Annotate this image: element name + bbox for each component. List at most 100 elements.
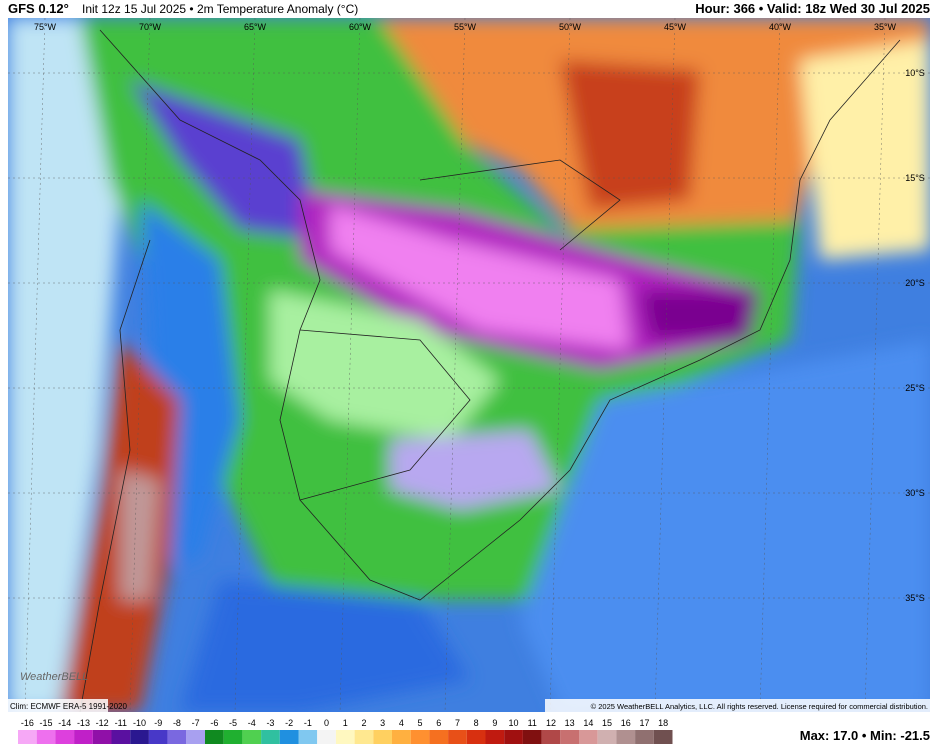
colorbar-label: 1: [343, 718, 348, 728]
colorbar-label: 9: [492, 718, 497, 728]
longitude-label: 40°W: [769, 22, 792, 32]
colorbar-swatch: [242, 730, 262, 744]
meridian: [549, 18, 571, 712]
anomaly-field: [8, 18, 930, 712]
valid-time: Hour: 366 • Valid: 18z Wed 30 Jul 2025: [695, 1, 930, 16]
longitude-labels: 75°W 70°W 65°W 60°W 55°W 50°W 45°W 40°W 35°W: [34, 22, 897, 32]
colorbar-swatch: [485, 730, 505, 744]
longitude-label: 45°W: [664, 22, 687, 32]
longitude-label: 50°W: [559, 22, 582, 32]
colorbar-label: 17: [639, 718, 649, 728]
meridian: [654, 18, 676, 712]
model: GFS 0.12°: [8, 1, 69, 16]
colorbar-swatch: [392, 730, 411, 744]
meridian: [759, 18, 781, 712]
colorbar-label: 10: [509, 718, 519, 728]
colorbar-label: 6: [436, 718, 441, 728]
colorbar-label: 2: [361, 718, 366, 728]
colorbar-swatch: [522, 730, 542, 744]
latitude-label: 15°S: [905, 173, 925, 183]
copyright-bg: [545, 699, 930, 712]
map: 75°W 70°W 65°W 60°W 55°W 50°W 45°W 40°W 35°W 10°…: [8, 18, 930, 712]
colorbar-swatch: [373, 730, 392, 744]
colorbar-swatch: [653, 730, 673, 744]
colorbar-label: -7: [192, 718, 200, 728]
latitude-label: 30°S: [905, 488, 925, 498]
meridian: [24, 18, 46, 712]
graticule: [8, 18, 930, 712]
colorbar-label: 13: [565, 718, 575, 728]
description: Init 12z 15 Jul 2025 • 2m Temperature An…: [82, 2, 358, 16]
latitude-label: 10°S: [905, 68, 925, 78]
meridian: [864, 18, 886, 712]
meridian: [444, 18, 466, 712]
longitude-label: 65°W: [244, 22, 267, 32]
colorbar-label: 12: [546, 718, 556, 728]
longitude-label: 35°W: [874, 22, 897, 32]
colorbar-swatch: [429, 730, 449, 744]
colorbar-swatch: [186, 730, 205, 744]
colorbar-swatch: [448, 730, 467, 744]
colorbar-label: -16: [21, 718, 34, 728]
colorbar-label: 15: [602, 718, 612, 728]
climatology: Clim: ECMWF ERA-5 1991-2020: [10, 702, 127, 711]
colorbar-label: -10: [133, 718, 146, 728]
longitude-label: 75°W: [34, 22, 57, 32]
colorbar-swatch: [130, 730, 149, 744]
colorbar-label: 18: [658, 718, 668, 728]
colorbar-label: -1: [304, 718, 312, 728]
colorbar-swatch: [36, 730, 56, 744]
colorbar-swatch: [261, 730, 280, 744]
colorbar-swatch: [205, 730, 224, 744]
colorbar-label: 11: [528, 718, 537, 728]
colorbar-swatch: [466, 730, 486, 744]
colorbar-swatch: [18, 730, 37, 744]
clim-bg: [8, 699, 108, 712]
colorbar-label: -9: [154, 718, 162, 728]
colorbar-label: -14: [58, 718, 71, 728]
longitude-label: 70°W: [139, 22, 162, 32]
colorbar-label: 0: [324, 718, 329, 728]
borders: [79, 29, 901, 712]
colorbar-swatch: [167, 730, 187, 744]
colorbar-label: -4: [248, 718, 256, 728]
colorbar-label: 7: [455, 718, 460, 728]
colorbar-label: -15: [40, 718, 53, 728]
colorbar-swatch: [317, 730, 336, 744]
colorbar-label: -6: [210, 718, 218, 728]
colorbar-swatch: [579, 730, 598, 744]
longitude-label: 60°W: [349, 22, 372, 32]
colorbar-swatch: [279, 730, 299, 744]
latitude-labels: 10°S 15°S 20°S 25°S 30°S 35°S: [905, 68, 925, 603]
colorbar-label: -12: [96, 718, 109, 728]
colorbar-swatch: [616, 730, 636, 744]
colorbar-label: 5: [418, 718, 423, 728]
colorbar-swatch: [223, 730, 243, 744]
colorbar-label: 16: [621, 718, 631, 728]
colorbar-label: -8: [173, 718, 181, 728]
colorbar-swatch: [560, 730, 579, 744]
latitude-label: 35°S: [905, 593, 925, 603]
logo: WeatherBELL: [20, 671, 88, 683]
colorbar-swatch: [335, 730, 355, 744]
colorbar-swatch: [55, 730, 75, 744]
colorbar-swatch: [635, 730, 654, 744]
colorbar-swatch: [410, 730, 430, 744]
colorbar-swatch: [92, 730, 112, 744]
colorbar-label: 14: [583, 718, 593, 728]
latitude-label: 25°S: [905, 383, 925, 393]
colorbar-label: -5: [229, 718, 237, 728]
colorbar-label: -13: [77, 718, 90, 728]
colorbar-swatch: [504, 730, 523, 744]
colorbar-swatch: [597, 730, 617, 744]
colorbar-label: -2: [285, 718, 293, 728]
colorbar: -16 -15 -14 -13 -12 -11 -10 -9 -8 -7 -6 -5 -4 -3 -2 -1 0…: [18, 718, 673, 744]
colorbar-swatch: [541, 730, 561, 744]
extremes: Max: 17.0 • Min: -21.5: [800, 728, 930, 743]
latitude-label: 20°S: [905, 278, 925, 288]
colorbar-swatch: [354, 730, 374, 744]
colorbar-swatch: [111, 730, 131, 744]
colorbar-label: 8: [474, 718, 479, 728]
